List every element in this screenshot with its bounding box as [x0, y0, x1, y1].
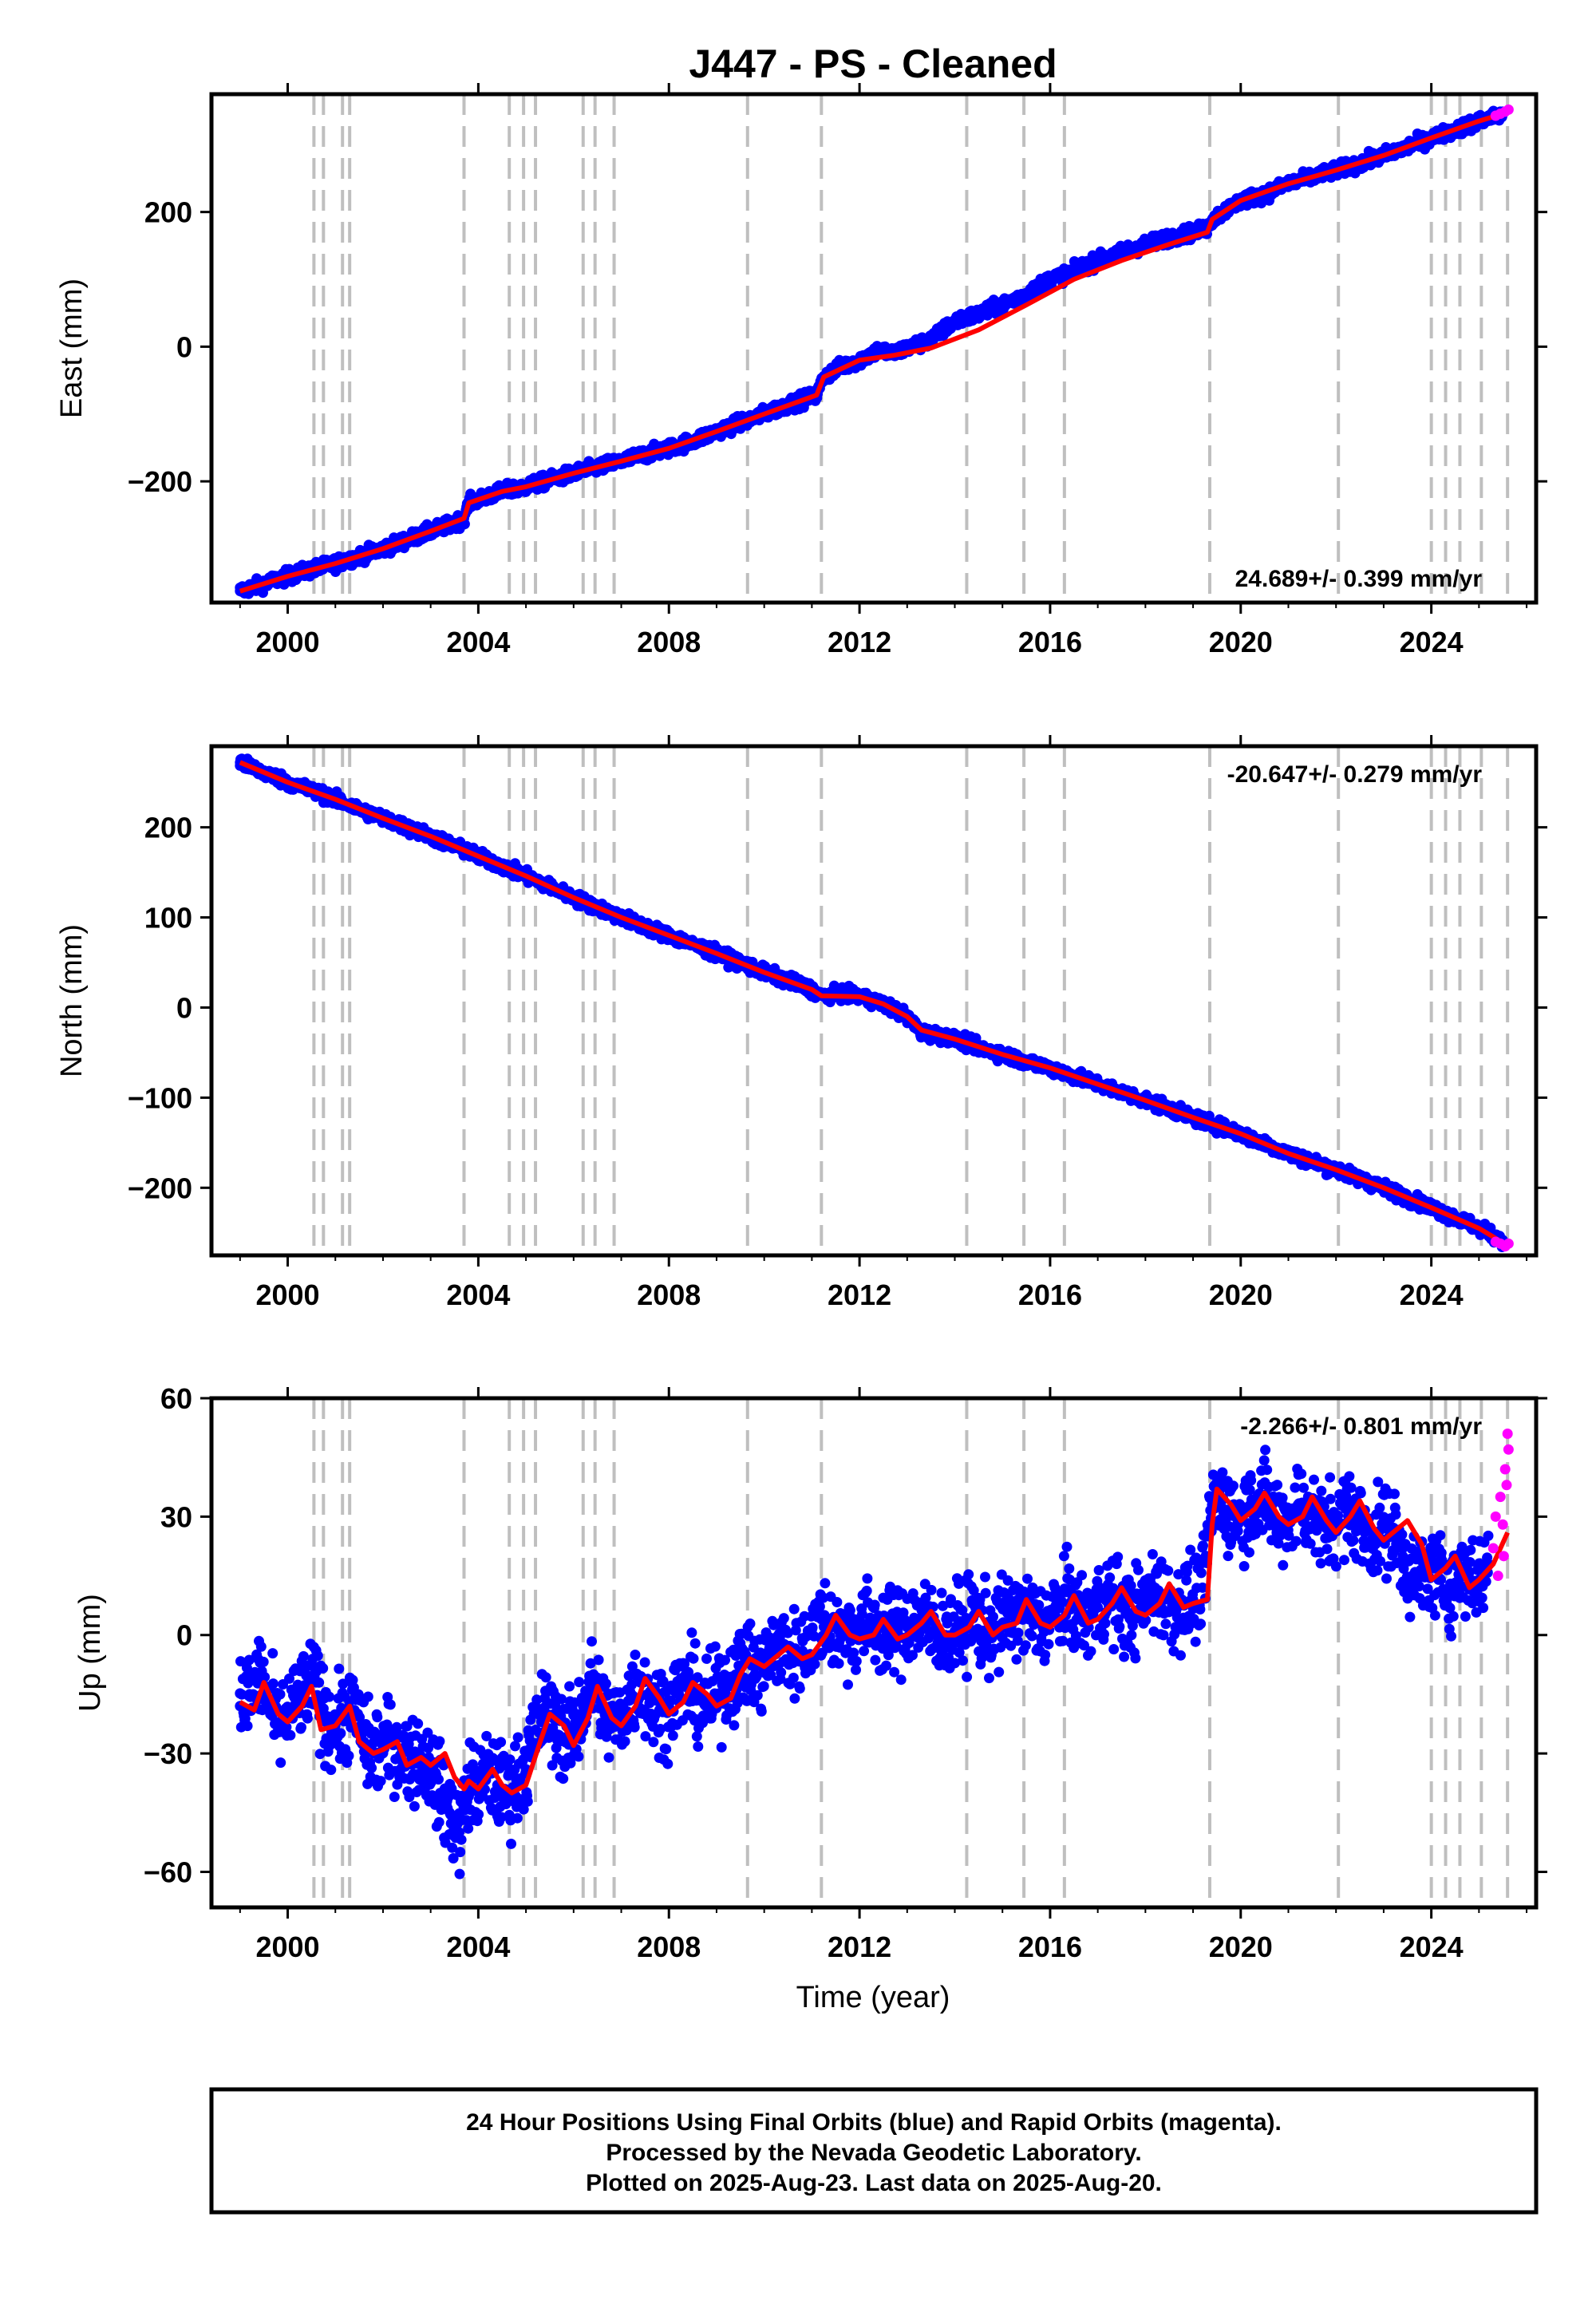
east-velocity-rate: 24.689+/- 0.399 mm/yr — [1235, 566, 1483, 592]
up-final-orbit-point — [366, 1763, 377, 1773]
north-panel: 2000 2004 2008 2012 2016 2020 2024 −200 −100 0 100… — [55, 735, 1547, 1311]
east-y-tick-label: 200 — [144, 196, 192, 229]
north-y-axis-label: North (mm) — [55, 924, 89, 1077]
up-final-orbit-point — [256, 1642, 267, 1652]
east-rapid-orbit-point — [1503, 105, 1514, 115]
up-final-orbit-point — [285, 1730, 295, 1741]
north-plot-area — [235, 753, 1514, 1252]
east-final-orbit-point — [1116, 247, 1127, 258]
east-final-orbit-point — [998, 300, 1008, 310]
east-final-orbit-point — [1092, 255, 1103, 266]
east-y-axis-label: East (mm) — [55, 279, 89, 418]
north-velocity-rate: -20.647+/- 0.279 mm/yr — [1227, 761, 1483, 788]
up-final-orbit-point — [296, 1722, 306, 1733]
up-final-orbit-point — [243, 1721, 253, 1731]
east-x-tick-label: 2012 — [828, 626, 891, 658]
north-y-tick-label: −200 — [128, 1172, 192, 1204]
up-final-orbit-point — [313, 1650, 323, 1661]
east-final-orbit-point — [1045, 275, 1055, 285]
up-final-orbit-point — [318, 1663, 328, 1674]
east-x-tick-label: 2020 — [1209, 626, 1273, 658]
east-final-orbit-point — [974, 309, 984, 319]
east-x-tick-label: 2004 — [446, 626, 510, 658]
north-x-tick-label: 2008 — [637, 1279, 701, 1311]
up-final-orbit-point — [298, 1651, 309, 1662]
up-final-orbit-point — [334, 1664, 344, 1674]
east-final-orbit-point — [926, 334, 936, 345]
up-final-orbit-point — [259, 1657, 269, 1667]
east-final-orbit-point — [950, 316, 960, 326]
north-x-tick-label: 2024 — [1400, 1279, 1464, 1311]
up-final-orbit-point — [326, 1765, 336, 1775]
north-x-tick-label: 2004 — [446, 1279, 510, 1311]
north-y-tick-label: 200 — [144, 812, 192, 844]
figure-title: J447 - PS - Cleaned — [689, 41, 1057, 86]
up-final-orbit-point — [344, 1751, 354, 1761]
north-y-tick-label: 0 — [176, 991, 192, 1024]
up-plot-area — [235, 0, 1514, 1879]
north-x-tick-label: 2000 — [255, 1279, 319, 1311]
north-x-tick-label: 2012 — [828, 1279, 891, 1311]
up-final-orbit-point — [275, 1690, 286, 1700]
east-final-orbit-point — [1140, 239, 1151, 250]
east-x-tick-label: 2016 — [1018, 626, 1082, 658]
east-final-orbit-point — [1069, 266, 1079, 276]
north-rapid-orbit-point — [1503, 1239, 1514, 1249]
east-final-orbit-point — [873, 345, 883, 355]
east-x-tick-label: 2008 — [637, 626, 701, 658]
up-final-orbit-point — [268, 1678, 279, 1689]
east-final-orbit-point — [1021, 289, 1032, 299]
east-plot-area — [235, 105, 1514, 599]
up-final-orbit-point — [267, 1648, 278, 1658]
north-y-tick-label: 100 — [144, 902, 192, 935]
up-final-orbit-point — [372, 1712, 382, 1722]
north-x-tick-label: 2020 — [1209, 1279, 1273, 1311]
east-y-tick-label: −200 — [128, 465, 192, 498]
east-y-tick-label: 0 — [176, 330, 192, 363]
north-y-tick-label: −100 — [128, 1081, 192, 1114]
up-final-orbit-point — [302, 1713, 313, 1724]
east-x-tick-label: 2000 — [255, 626, 319, 658]
up-final-orbit-point — [363, 1692, 373, 1702]
east-x-tick-label: 2024 — [1400, 626, 1464, 658]
east-panel: 2000 2004 2008 2012 2016 2020 2024 −200 0 200 East… — [55, 83, 1547, 658]
up-final-orbit-point — [376, 1776, 386, 1786]
north-x-tick-label: 2016 — [1018, 1279, 1082, 1311]
up-final-orbit-point — [275, 1757, 286, 1768]
up-final-orbit-point — [324, 1692, 334, 1702]
